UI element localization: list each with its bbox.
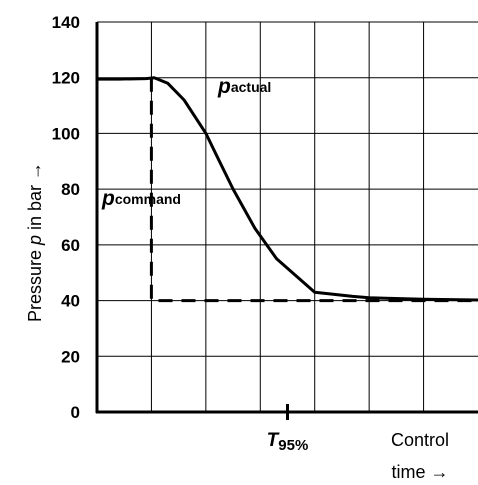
chart-grid	[97, 21, 478, 412]
y-tick-label: 120	[52, 69, 80, 88]
y-tick-label: 60	[61, 236, 80, 255]
y-tick-label: 40	[61, 292, 80, 311]
x-axis-label-line1: Control	[391, 430, 449, 450]
series-label-actual: pactual	[217, 75, 271, 98]
x-axis-label-line2: time →	[391, 462, 448, 482]
y-tick-label: 80	[61, 180, 80, 199]
y-tick-label: 140	[52, 13, 80, 32]
y-tick-label: 100	[52, 124, 80, 143]
y-tick-label: 20	[61, 347, 80, 366]
y-tick-labels: 0 20 40 60 80 100 120 140	[52, 13, 80, 422]
y-axis-label: Pressure p in bar →	[25, 162, 45, 322]
t95-label: T95%	[267, 430, 309, 454]
series-labels: pactual pcommand	[101, 75, 271, 210]
y-tick-label: 0	[71, 403, 80, 422]
series-label-command: pcommand	[101, 187, 181, 210]
annotations: T95%	[267, 404, 309, 454]
chart-axes	[95, 22, 478, 414]
series-line-command	[149, 77, 478, 303]
chart-series	[97, 76, 478, 303]
